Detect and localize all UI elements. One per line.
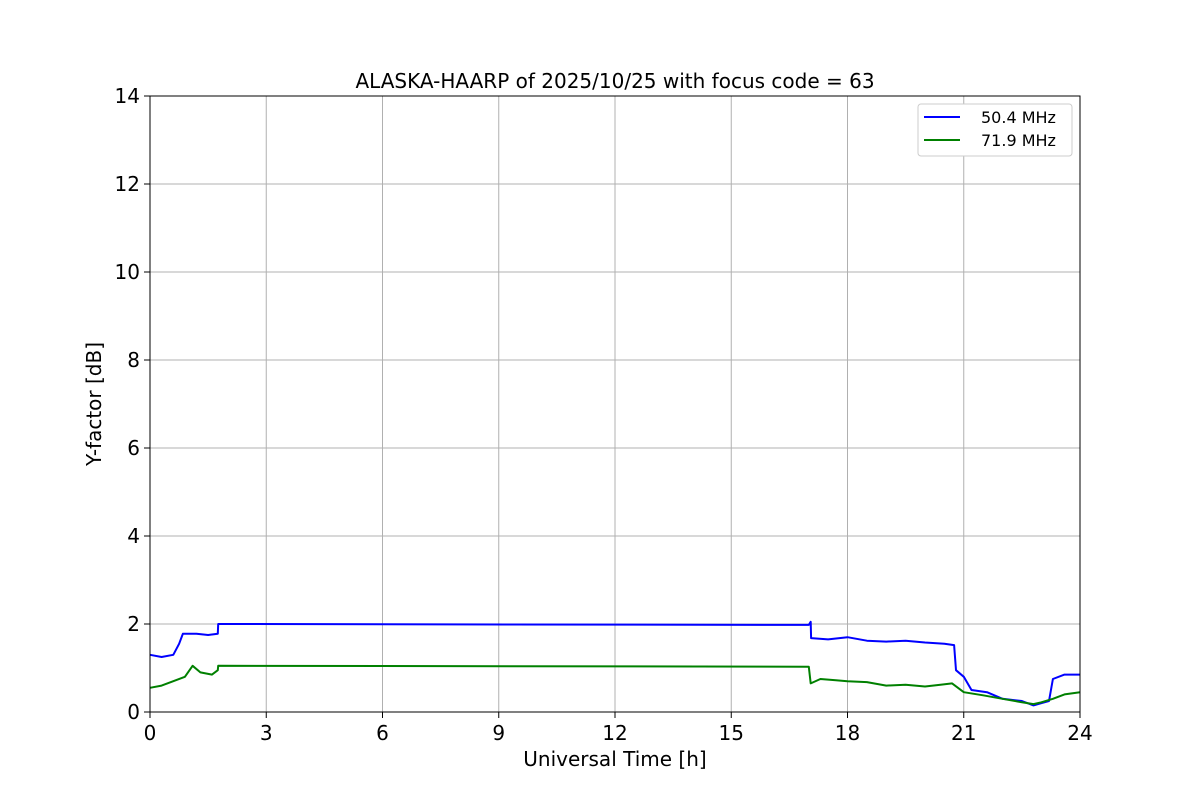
legend: 50.4 MHz 71.9 MHz (917, 103, 1073, 157)
x-tick-label: 6 (376, 721, 389, 745)
series-layer (149, 620, 1081, 707)
x-tick-label: 24 (1067, 721, 1092, 745)
y-axis-label: Y-factor [dB] (82, 342, 106, 467)
x-tick-label: 18 (835, 721, 860, 745)
y-tick-label: 6 (127, 436, 140, 460)
legend-label-0: 50.4 MHz (981, 108, 1056, 127)
y-tick-label: 10 (115, 260, 140, 284)
chart-title: ALASKA-HAARP of 2025/10/25 with focus co… (355, 69, 874, 93)
y-tick-label: 0 (127, 700, 140, 724)
legend-label-1: 71.9 MHz (981, 131, 1056, 150)
y-tick-label: 14 (115, 84, 140, 108)
x-tick-label: 0 (144, 721, 157, 745)
x-tick-label: 9 (492, 721, 505, 745)
x-tick-label: 12 (602, 721, 627, 745)
x-tick-label: 15 (719, 721, 744, 745)
x-tick-label: 3 (260, 721, 273, 745)
y-tick-label: 8 (127, 348, 140, 372)
grid (149, 95, 1081, 713)
x-tick-label: 21 (951, 721, 976, 745)
y-tick-label: 12 (115, 172, 140, 196)
y-tick-label: 4 (127, 524, 140, 548)
series-line-1 (149, 664, 1081, 706)
x-axis-label: Universal Time [h] (523, 747, 706, 771)
y-tick-label: 2 (127, 612, 140, 636)
